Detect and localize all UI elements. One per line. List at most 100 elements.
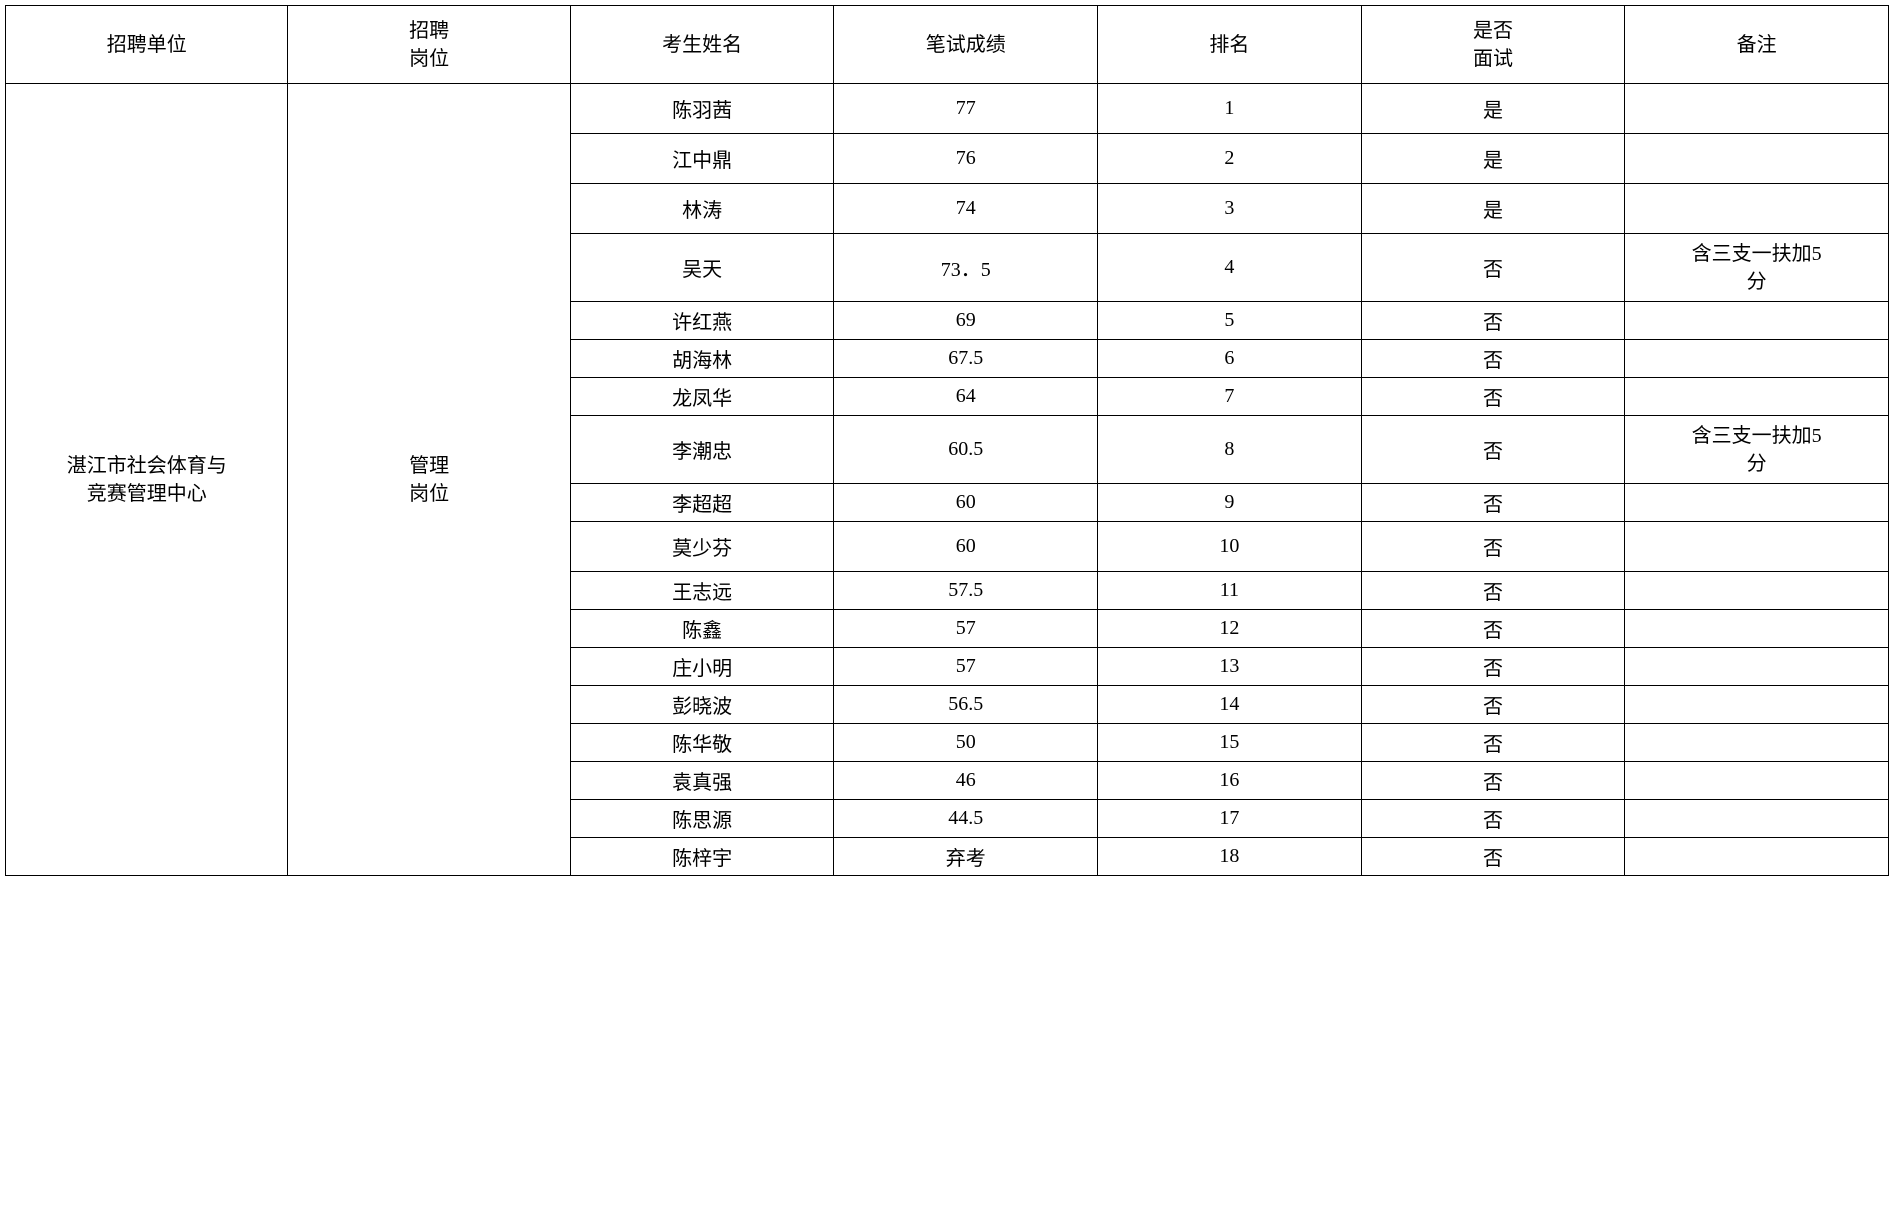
cell-remark xyxy=(1625,184,1889,234)
cell-rank: 18 xyxy=(1098,838,1362,876)
cell-name: 许红燕 xyxy=(570,302,834,340)
cell-rank: 17 xyxy=(1098,800,1362,838)
cell-remark xyxy=(1625,838,1889,876)
cell-remark xyxy=(1625,686,1889,724)
cell-name: 庄小明 xyxy=(570,648,834,686)
cell-name: 陈鑫 xyxy=(570,610,834,648)
cell-name: 陈梓宇 xyxy=(570,838,834,876)
cell-remark xyxy=(1625,724,1889,762)
cell-remark xyxy=(1625,800,1889,838)
cell-interview: 否 xyxy=(1361,234,1625,302)
header-position: 招聘 岗位 xyxy=(288,6,570,84)
cell-score: 74 xyxy=(834,184,1098,234)
cell-rank: 2 xyxy=(1098,134,1362,184)
cell-score: 69 xyxy=(834,302,1098,340)
header-interview-line1: 是否 xyxy=(1473,20,1513,42)
cell-name: 袁真强 xyxy=(570,762,834,800)
cell-rank: 3 xyxy=(1098,184,1362,234)
cell-rank: 8 xyxy=(1098,416,1362,484)
exam-results-table: 招聘单位 招聘 岗位 考生姓名 笔试成绩 排名 是否 面试 备注 湛江市社会体育… xyxy=(5,5,1889,876)
cell-interview: 否 xyxy=(1361,572,1625,610)
cell-name: 李潮忠 xyxy=(570,416,834,484)
cell-interview: 是 xyxy=(1361,84,1625,134)
cell-interview: 否 xyxy=(1361,762,1625,800)
header-rank: 排名 xyxy=(1098,6,1362,84)
cell-rank: 13 xyxy=(1098,648,1362,686)
header-position-line2: 岗位 xyxy=(409,48,449,70)
cell-interview: 否 xyxy=(1361,610,1625,648)
cell-name: 江中鼎 xyxy=(570,134,834,184)
cell-score: 76 xyxy=(834,134,1098,184)
cell-score: 57.5 xyxy=(834,572,1098,610)
cell-position: 管理岗位 xyxy=(288,84,570,876)
cell-rank: 7 xyxy=(1098,378,1362,416)
cell-interview: 否 xyxy=(1361,686,1625,724)
table-body: 湛江市社会体育与竞赛管理中心管理岗位陈羽茜771是江中鼎762是林涛743是吴天… xyxy=(6,84,1889,876)
cell-score: 73．5 xyxy=(834,234,1098,302)
cell-score: 44.5 xyxy=(834,800,1098,838)
cell-remark xyxy=(1625,648,1889,686)
cell-remark xyxy=(1625,522,1889,572)
cell-name: 林涛 xyxy=(570,184,834,234)
cell-name: 陈华敬 xyxy=(570,724,834,762)
cell-rank: 12 xyxy=(1098,610,1362,648)
remark-line1: 含三支一扶加5 xyxy=(1692,243,1822,265)
cell-score: 60 xyxy=(834,522,1098,572)
cell-remark xyxy=(1625,610,1889,648)
cell-remark xyxy=(1625,762,1889,800)
cell-rank: 5 xyxy=(1098,302,1362,340)
cell-name: 莫少芬 xyxy=(570,522,834,572)
cell-name: 吴天 xyxy=(570,234,834,302)
cell-score: 67.5 xyxy=(834,340,1098,378)
header-unit: 招聘单位 xyxy=(6,6,288,84)
cell-interview: 否 xyxy=(1361,484,1625,522)
cell-score: 77 xyxy=(834,84,1098,134)
cell-score: 60 xyxy=(834,484,1098,522)
header-name: 考生姓名 xyxy=(570,6,834,84)
cell-score: 弃考 xyxy=(834,838,1098,876)
cell-rank: 14 xyxy=(1098,686,1362,724)
cell-remark xyxy=(1625,302,1889,340)
remark-line1: 含三支一扶加5 xyxy=(1692,425,1822,447)
cell-name: 李超超 xyxy=(570,484,834,522)
header-interview: 是否 面试 xyxy=(1361,6,1625,84)
cell-score: 57 xyxy=(834,648,1098,686)
remark-line2: 分 xyxy=(1747,453,1767,475)
cell-remark: 含三支一扶加5 分 xyxy=(1625,416,1889,484)
cell-interview: 否 xyxy=(1361,648,1625,686)
cell-score: 60.5 xyxy=(834,416,1098,484)
table-header-row: 招聘单位 招聘 岗位 考生姓名 笔试成绩 排名 是否 面试 备注 xyxy=(6,6,1889,84)
cell-name: 王志远 xyxy=(570,572,834,610)
header-score: 笔试成绩 xyxy=(834,6,1098,84)
cell-rank: 11 xyxy=(1098,572,1362,610)
unit-line1: 湛江市社会体育与 xyxy=(67,455,227,477)
table-row: 湛江市社会体育与竞赛管理中心管理岗位陈羽茜771是 xyxy=(6,84,1889,134)
cell-remark xyxy=(1625,84,1889,134)
cell-unit: 湛江市社会体育与竞赛管理中心 xyxy=(6,84,288,876)
cell-score: 50 xyxy=(834,724,1098,762)
header-interview-line2: 面试 xyxy=(1473,48,1513,70)
cell-rank: 16 xyxy=(1098,762,1362,800)
cell-name: 彭晓波 xyxy=(570,686,834,724)
cell-remark: 含三支一扶加5 分 xyxy=(1625,234,1889,302)
cell-rank: 1 xyxy=(1098,84,1362,134)
cell-remark xyxy=(1625,340,1889,378)
cell-remark xyxy=(1625,484,1889,522)
cell-interview: 否 xyxy=(1361,838,1625,876)
cell-name: 陈思源 xyxy=(570,800,834,838)
cell-name: 陈羽茜 xyxy=(570,84,834,134)
remark-line2: 分 xyxy=(1747,271,1767,293)
cell-interview: 否 xyxy=(1361,800,1625,838)
cell-remark xyxy=(1625,572,1889,610)
header-remark: 备注 xyxy=(1625,6,1889,84)
header-position-line1: 招聘 xyxy=(409,20,449,42)
cell-score: 57 xyxy=(834,610,1098,648)
cell-name: 胡海林 xyxy=(570,340,834,378)
position-line2: 岗位 xyxy=(409,483,449,505)
cell-interview: 是 xyxy=(1361,134,1625,184)
cell-rank: 15 xyxy=(1098,724,1362,762)
cell-score: 56.5 xyxy=(834,686,1098,724)
unit-line2: 竞赛管理中心 xyxy=(87,483,207,505)
cell-remark xyxy=(1625,134,1889,184)
cell-interview: 否 xyxy=(1361,724,1625,762)
